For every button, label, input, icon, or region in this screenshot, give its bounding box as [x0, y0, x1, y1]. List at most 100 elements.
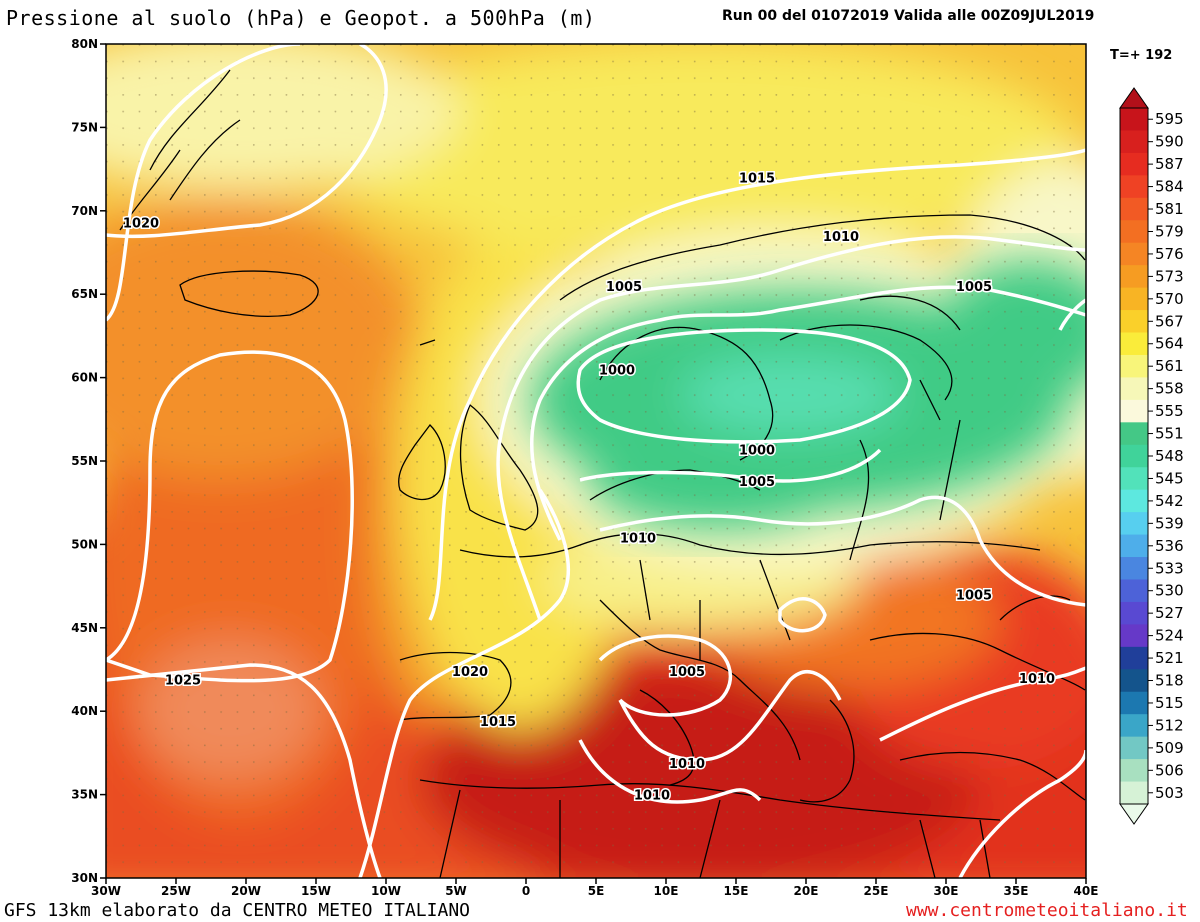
- isobar-label: 1005: [956, 588, 992, 603]
- colorbar-swatch: [1120, 467, 1148, 491]
- lon-label: 30E: [934, 884, 959, 898]
- lat-label: 35N: [71, 788, 98, 802]
- colorbar-label: 530: [1155, 582, 1184, 600]
- colorbar-swatch: [1120, 444, 1148, 468]
- colorbar-swatch: [1120, 714, 1148, 738]
- footer-website[interactable]: www.centrometeoitaliano.it: [906, 900, 1188, 921]
- colorbar-label: 533: [1155, 559, 1184, 577]
- colorbar-frame: [1119, 107, 1149, 805]
- lon-label: 15E: [724, 884, 749, 898]
- colorbar-label: 567: [1155, 312, 1184, 330]
- colorbar-label: 524: [1155, 627, 1184, 645]
- colorbar-swatch: [1120, 265, 1148, 289]
- colorbar-label: 584: [1155, 178, 1184, 196]
- colorbar-label: 515: [1155, 694, 1184, 712]
- lat-label: 60N: [71, 371, 98, 385]
- isobar-lines: [106, 44, 1086, 878]
- colorbar-swatch: [1120, 512, 1148, 536]
- colorbar-swatch: [1120, 422, 1148, 446]
- run-info: Run 00 del 01072019 Valida alle 00Z09JUL…: [722, 8, 1095, 24]
- colorbar-swatch: [1120, 108, 1148, 131]
- colorbar-label: 527: [1155, 604, 1184, 622]
- isobar-label: 1005: [606, 280, 642, 295]
- colorbar-swatch: [1120, 197, 1148, 221]
- latitude-axis: 80N 75N 70N 65N 60N 55N 50N 45N 40N 35N 30N: [71, 37, 106, 885]
- longitude-axis: 30W 25W 20W 15W 10W 5W 0 5E 10E 15E 20E 25E 30E 35E 40…: [91, 878, 1098, 898]
- colorbar-swatch: [1120, 130, 1148, 154]
- colorbar-swatch: [1120, 691, 1148, 715]
- colorbar-label: 545: [1155, 469, 1184, 487]
- lon-label: 0: [522, 884, 530, 898]
- colorbar-swatch: [1120, 669, 1148, 693]
- lat-label: 80N: [71, 37, 98, 51]
- colorbar-label: 573: [1155, 267, 1184, 285]
- isobar-label: 1000: [739, 443, 775, 458]
- lat-label: 70N: [71, 204, 98, 218]
- colorbar-swatch: [1120, 624, 1148, 648]
- colorbar-swatch: [1120, 377, 1148, 401]
- lat-label: 75N: [71, 120, 98, 134]
- colorbar-legend: 595 590 587 584 581 579 576 573 570 567 564 561 558 5…: [1119, 87, 1184, 825]
- colorbar-label: 536: [1155, 537, 1184, 555]
- lon-label: 25E: [864, 884, 889, 898]
- colorbar-swatch: [1120, 646, 1148, 670]
- lon-label: 5W: [445, 884, 467, 898]
- colorbar-label: 558: [1155, 380, 1184, 398]
- isobar-label: 1020: [123, 216, 159, 231]
- colorbar-swatch: [1120, 332, 1148, 356]
- colorbar-label: 587: [1155, 155, 1184, 173]
- colorbar-swatch: [1120, 557, 1148, 580]
- isobar-label: 1000: [599, 363, 635, 378]
- isobar-labels: 1020 1015 1010 1005 1005 1000 1000 1005 1010 1005…: [121, 170, 1056, 805]
- lon-label: 10E: [654, 884, 679, 898]
- colorbar-label: 564: [1155, 335, 1184, 353]
- colorbar-label: 576: [1155, 245, 1184, 263]
- colorbar-label: 503: [1155, 784, 1184, 802]
- colorbar-swatch: [1120, 736, 1148, 760]
- colorbar-swatch: [1120, 242, 1148, 266]
- colorbar-label: 551: [1155, 425, 1184, 443]
- colorbar-label: 518: [1155, 672, 1184, 690]
- isobar-label: 1010: [1019, 672, 1055, 687]
- colorbar-label: 595: [1155, 110, 1184, 128]
- colorbar-label: 561: [1155, 357, 1184, 375]
- isobar-label: 1010: [620, 532, 656, 547]
- colorbar-lower-arrow: [1119, 803, 1149, 825]
- colorbar-swatch: [1120, 579, 1148, 603]
- isobar-label: 1015: [739, 171, 775, 186]
- colorbar-label: 570: [1155, 290, 1184, 308]
- colorbar-swatch: [1120, 759, 1148, 783]
- lat-label: 30N: [71, 871, 98, 885]
- footer-credit: GFS 13km elaborato da CENTRO METEO ITALI…: [4, 900, 470, 921]
- isobar-label: 1020: [452, 665, 488, 680]
- colorbar-label: 512: [1155, 716, 1184, 734]
- isobar-label: 1005: [669, 665, 705, 680]
- coastlines: [119, 69, 1086, 878]
- lat-label: 65N: [71, 287, 98, 301]
- colorbar-label: 542: [1155, 492, 1184, 510]
- colorbar-swatch: [1120, 152, 1148, 176]
- colorbar-swatch: [1120, 601, 1148, 625]
- lon-label: 20W: [231, 884, 261, 898]
- lon-label: 25W: [161, 884, 191, 898]
- colorbar-upper-arrow: [1119, 87, 1149, 109]
- colorbar-swatch: [1120, 489, 1148, 513]
- lon-label: 15W: [301, 884, 331, 898]
- lon-label: 35E: [1004, 884, 1029, 898]
- lat-label: 40N: [71, 704, 98, 718]
- colorbar-label: 548: [1155, 447, 1184, 465]
- colorbar-label: 590: [1155, 133, 1184, 151]
- isobar-label: 1010: [669, 757, 705, 772]
- isobar-label: 1010: [823, 230, 859, 245]
- lat-label: 45N: [71, 621, 98, 635]
- colorbar-swatch: [1120, 534, 1148, 558]
- lon-label: 30W: [91, 884, 121, 898]
- colorbar-swatch: [1120, 287, 1148, 311]
- colorbar-swatch: [1120, 781, 1148, 805]
- colorbar-label: 555: [1155, 402, 1184, 420]
- colorbar-swatch: [1120, 175, 1148, 199]
- geopotential-field: [106, 44, 1086, 878]
- lon-label: 10W: [371, 884, 401, 898]
- lat-label: 55N: [71, 454, 98, 468]
